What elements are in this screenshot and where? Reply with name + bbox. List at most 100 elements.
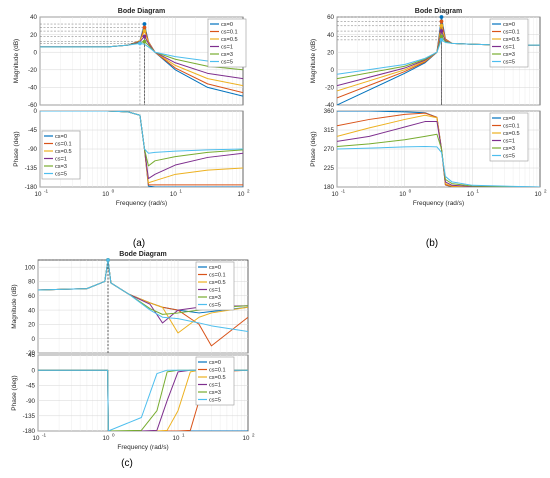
y-tick-label: 40 bbox=[327, 32, 334, 39]
peak-marker-cs-3 bbox=[439, 34, 444, 39]
peak-marker-cs-3 bbox=[142, 39, 147, 44]
peak-marker-cs-5 bbox=[138, 41, 142, 46]
series-group bbox=[337, 111, 540, 187]
y-tick-label: -90 bbox=[28, 146, 38, 153]
y-tick-label: -20 bbox=[325, 85, 335, 92]
x-tick-exponent: 1 bbox=[476, 189, 479, 194]
x-tick-label: 10 bbox=[243, 435, 250, 442]
x-tick-label: 10 bbox=[332, 191, 339, 198]
x-tick-exponent: 2 bbox=[252, 433, 255, 438]
y-tick-label: 20 bbox=[327, 49, 334, 56]
y-axis-label: Magnitude (dB) bbox=[11, 284, 18, 328]
legend-box bbox=[195, 261, 235, 311]
series-line-cs-1 bbox=[337, 121, 540, 187]
legend-entry: cs=1 bbox=[209, 383, 221, 389]
y-tick-label: 0 bbox=[34, 49, 38, 56]
x-tick-exponent: 1 bbox=[182, 433, 185, 438]
legend-entry: cs=3 bbox=[503, 146, 515, 152]
legend: cs=0 cs=0.1cs=0.5 cs=1cs=3 cs=5 bbox=[489, 18, 529, 68]
x-tick-label: 10 bbox=[399, 191, 406, 198]
legend-entry: cs=0.5 bbox=[55, 149, 72, 155]
y-tick-label: -40 bbox=[325, 102, 335, 109]
x-axis-label: Frequency (rad/s) bbox=[116, 200, 167, 207]
legend-box bbox=[41, 130, 81, 180]
y-tick-label: -180 bbox=[23, 428, 36, 435]
peak-marker-cs-0 bbox=[142, 22, 147, 26]
legend: cs=0 cs=0.1cs=0.5 cs=1cs=3 cs=5 bbox=[207, 18, 247, 68]
legend-entry: cs=0.1 bbox=[55, 142, 72, 148]
legend-entry: cs=0.5 bbox=[209, 280, 226, 286]
y-tick-label: -20 bbox=[26, 350, 36, 357]
legend-entry: cs=5 bbox=[503, 60, 515, 66]
panel-1-magnitude: -40 -20 0 20 40 60 Magnitude (dB) Bode Diagram c… bbox=[310, 8, 541, 109]
peak-marker-cs-1 bbox=[142, 34, 147, 39]
legend-entry: cs=1 bbox=[503, 139, 515, 145]
y-tick-label: 0 bbox=[34, 108, 38, 115]
panel-label: (c) bbox=[121, 458, 133, 469]
legend-box bbox=[207, 18, 247, 68]
legend-entry: cs=0 bbox=[209, 265, 221, 271]
legend-entry: cs=1 bbox=[209, 288, 221, 294]
y-axis-label: Phase (deg) bbox=[13, 131, 20, 166]
y-tick-label: 20 bbox=[28, 322, 35, 329]
legend-entry: cs=0.1 bbox=[209, 368, 226, 374]
legend-entry: cs=1 bbox=[503, 45, 515, 51]
legend-entry: cs=1 bbox=[221, 45, 233, 51]
x-tick-exponent: 2 bbox=[544, 189, 547, 194]
legend-box bbox=[489, 18, 529, 68]
legend-entry: cs=5 bbox=[209, 398, 221, 404]
legend-entry: cs=0 bbox=[55, 134, 67, 140]
x-tick-label: 10 bbox=[35, 191, 42, 198]
y-tick-label: 0 bbox=[331, 67, 335, 74]
peak-marker-cs-0-1 bbox=[142, 25, 147, 30]
x-tick-exponent: -1 bbox=[44, 189, 49, 194]
peak-marker-cs-5 bbox=[439, 37, 444, 42]
x-axis-label: Frequency (rad/s) bbox=[117, 444, 168, 451]
legend: cs=0 cs=0.1cs=0.5 cs=1cs=3 cs=5 bbox=[41, 130, 81, 180]
legend: cs=0 cs=0.1cs=0.5 cs=1cs=3 cs=5 bbox=[195, 356, 235, 406]
legend: cs=0 cs=0.1cs=0.5 cs=1cs=3 cs=5 bbox=[195, 261, 235, 311]
legend-entry: cs=0 bbox=[209, 360, 221, 366]
y-tick-label: -40 bbox=[28, 85, 38, 92]
legend-entry: cs=0.1 bbox=[503, 124, 520, 130]
legend-entry: cs=3 bbox=[209, 295, 221, 301]
y-tick-label: 60 bbox=[28, 293, 35, 300]
legend-entry: cs=0.1 bbox=[221, 30, 238, 36]
series-line-cs-5 bbox=[337, 145, 540, 187]
y-tick-label: -135 bbox=[25, 165, 38, 172]
y-tick-label: 315 bbox=[324, 127, 335, 134]
x-tick-exponent: -1 bbox=[42, 433, 47, 438]
panel-label: (b) bbox=[426, 238, 438, 249]
series-line-cs-5 bbox=[40, 42, 243, 64]
x-axis-label: Frequency (rad/s) bbox=[413, 200, 464, 207]
y-tick-label: 0 bbox=[32, 367, 36, 374]
y-tick-label: -20 bbox=[28, 67, 38, 74]
legend-entry: cs=0.5 bbox=[209, 375, 226, 381]
legend-entry: cs=5 bbox=[55, 172, 67, 178]
y-tick-label: 225 bbox=[324, 165, 335, 172]
x-tick-label: 10 bbox=[102, 191, 109, 198]
y-tick-label: 0 bbox=[32, 336, 36, 343]
peak-marker-cs-0-5 bbox=[142, 29, 147, 33]
legend: cs=0 cs=0.1cs=0.5 cs=1cs=3 cs=5 bbox=[489, 112, 529, 162]
y-axis-label: Phase (deg) bbox=[310, 131, 317, 166]
legend-entry: cs=3 bbox=[221, 52, 233, 58]
y-tick-label: 20 bbox=[30, 32, 37, 39]
x-tick-label: 10 bbox=[467, 191, 474, 198]
legend-entry: cs=3 bbox=[209, 390, 221, 396]
x-tick-label: 10 bbox=[170, 191, 177, 198]
peak-marker-cs-5 bbox=[106, 258, 110, 262]
series-line-cs-5 bbox=[38, 260, 248, 333]
legend-entry: cs=3 bbox=[503, 52, 515, 58]
series-line-cs-3 bbox=[337, 133, 540, 187]
y-tick-label: -135 bbox=[23, 413, 36, 420]
peak-marker-cs-1 bbox=[439, 29, 444, 33]
panel-2-magnitude: -20 0 20 40 60 80 100 Magnitude (dB) Bode Diagra… bbox=[11, 251, 249, 357]
x-tick-label: 10 bbox=[535, 191, 542, 198]
x-tick-exponent: -1 bbox=[341, 189, 346, 194]
series-group bbox=[38, 260, 248, 347]
legend-entry: cs=0.5 bbox=[503, 37, 520, 43]
series-line-cs-5 bbox=[40, 111, 243, 154]
